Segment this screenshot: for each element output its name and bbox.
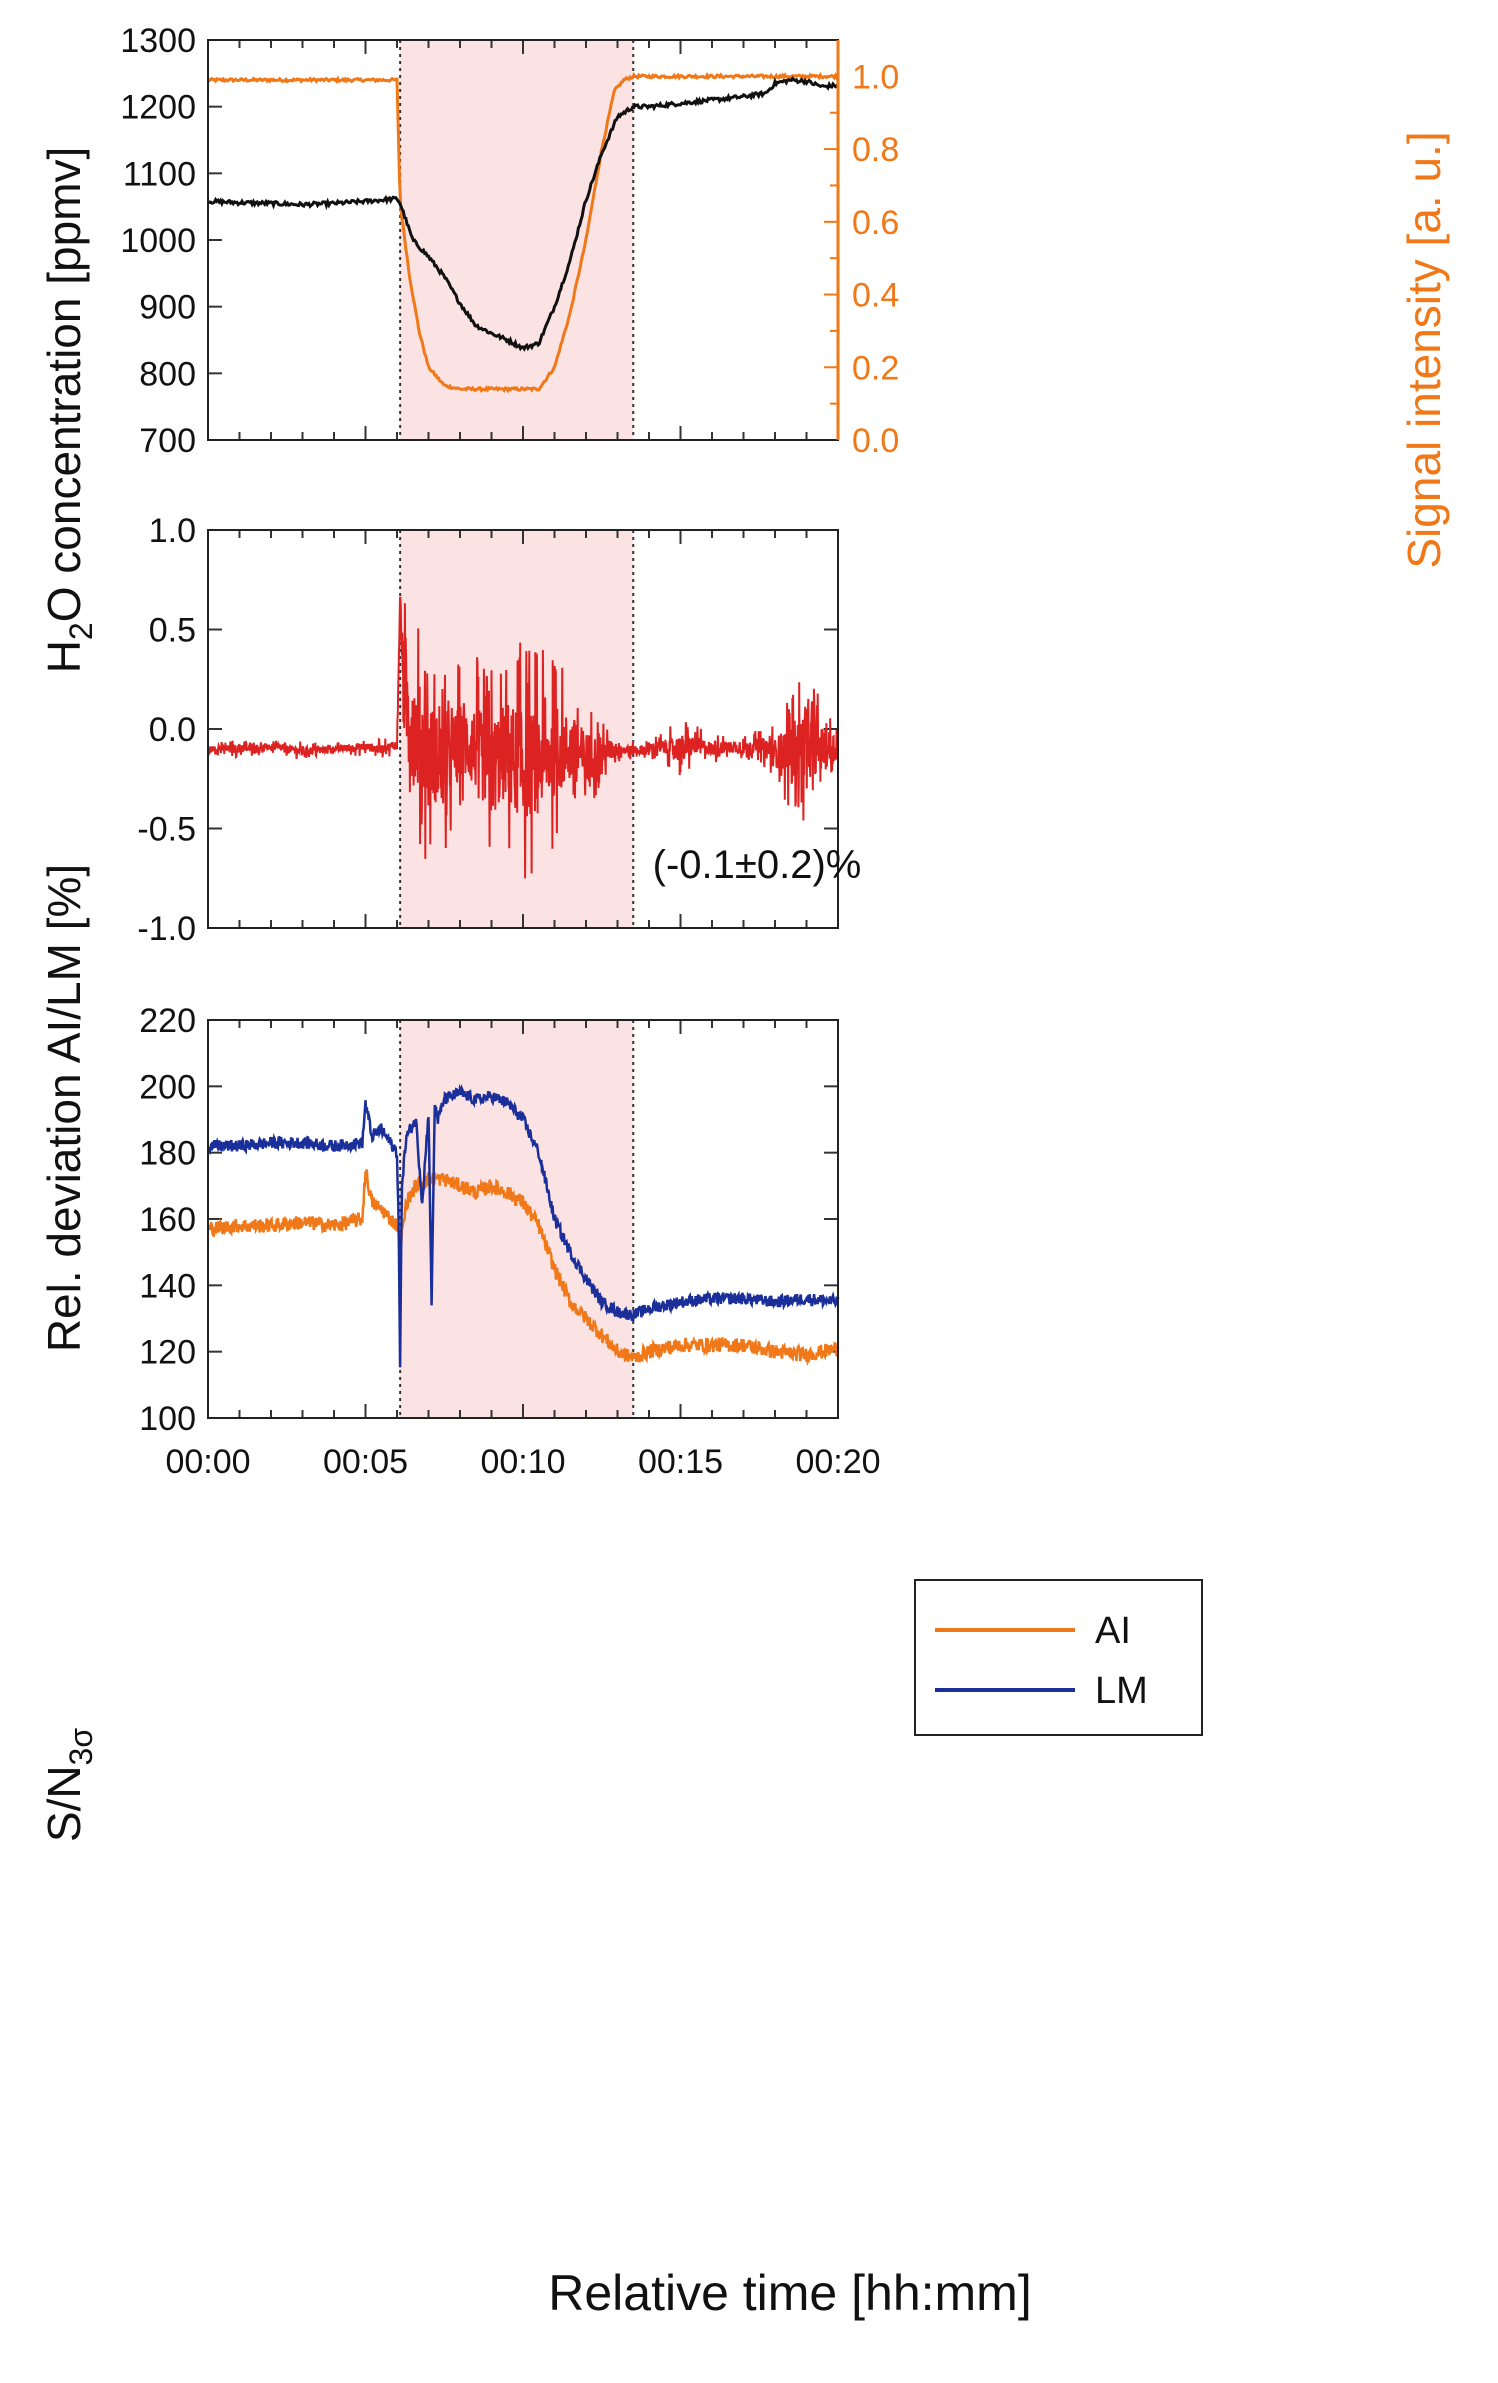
- y-tick-label: 220: [139, 1002, 196, 1040]
- series-line-ai: [206, 1169, 840, 1367]
- y-tick-label-left: 700: [139, 422, 196, 460]
- x-tick-label: 00:10: [480, 1443, 565, 1481]
- series-line-h2o-concentration: [206, 76, 840, 352]
- shaded-region-1: [400, 40, 634, 440]
- plot-frame-3: [207, 1019, 839, 1419]
- y-tick-label: 0.5: [149, 612, 196, 650]
- x-tick-label: 00:00: [165, 1443, 250, 1481]
- plot-frames: [207, 39, 840, 1419]
- legend-label-lm: LM: [1095, 1670, 1148, 1712]
- y-tick-label-left: 1100: [123, 155, 196, 193]
- y-tick-label: 180: [139, 1135, 196, 1173]
- y-tick-label-right: 0.0: [852, 422, 899, 460]
- x-axis-title: Relative time [hh:mm]: [548, 2265, 1031, 2321]
- tick-labels: 700 800 900 1000 1100 1200 1300 0.0 0.2 0.4 0.6 0.8…: [120, 22, 899, 1481]
- y-tick-label-left: 800: [139, 355, 196, 393]
- series-line-rel-deviation: [207, 596, 839, 879]
- x-tick-label: 00:15: [638, 1443, 723, 1481]
- series-line-lm: [206, 1083, 840, 1368]
- legend-label-ai: AI: [1095, 1610, 1131, 1652]
- shaded-region-3: [400, 1020, 634, 1418]
- y-tick-label-left: 1000: [120, 222, 196, 260]
- y-tick-label: -0.5: [137, 811, 196, 849]
- y-tick-label: 120: [139, 1334, 196, 1372]
- data-series: [206, 71, 840, 1368]
- y-tick-label: -1.0: [137, 910, 196, 948]
- y-tick-label-right: 0.2: [852, 349, 899, 387]
- y-tick-label: 1.0: [149, 512, 196, 550]
- y-tick-label-left: 1300: [120, 22, 196, 60]
- y-tick-label: 140: [139, 1267, 196, 1305]
- top-right-axis-title: Signal intensity [a. u.]: [1398, 131, 1450, 568]
- y-tick-label: 160: [139, 1201, 196, 1239]
- top-left-axis-title: H2O concentration [ppmv]: [38, 147, 99, 674]
- y-tick-label-right: 0.8: [852, 131, 899, 169]
- y-tick-label: 0.0: [149, 711, 196, 749]
- y-tick-label: 100: [139, 1400, 196, 1438]
- series-line-signal-intensity: [207, 71, 840, 394]
- legend-box: [914, 1579, 1203, 1736]
- y-tick-label-right: 1.0: [852, 58, 899, 96]
- y-tick-label: 200: [139, 1068, 196, 1106]
- plot-frame-2: [207, 529, 839, 929]
- deviation-annotation: (-0.1±0.2)%: [653, 843, 862, 887]
- y-tick-label-left: 900: [139, 289, 196, 327]
- x-tick-label: 00:20: [795, 1443, 880, 1481]
- bottom-axis-title: S/N3σ: [38, 1728, 99, 1842]
- y-tick-label-right: 0.6: [852, 204, 899, 242]
- y-tick-label-left: 1200: [120, 89, 196, 127]
- x-tick-label: 00:05: [323, 1443, 408, 1481]
- middle-axis-title: Rel. deviation AI/LM [%]: [38, 864, 90, 1352]
- y-tick-label-right: 0.4: [852, 277, 899, 315]
- legend: AI LM: [914, 1579, 1203, 1736]
